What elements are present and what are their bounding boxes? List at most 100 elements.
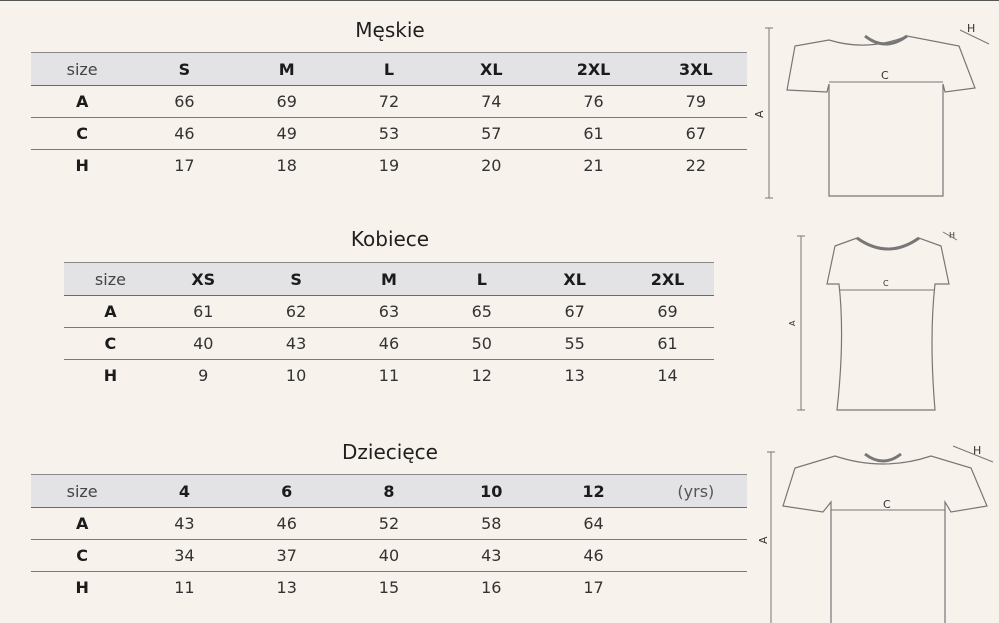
table-cell: 53 (337, 117, 441, 150)
table-cell: 76 (542, 85, 645, 118)
table-row: H 11 13 15 16 17 (31, 572, 747, 604)
table-cell: 12 (471, 366, 492, 385)
table-cell: 50 (435, 327, 529, 360)
row-label: H (75, 578, 89, 597)
mens-label-a: A (755, 110, 766, 118)
row-label: A (64, 295, 157, 328)
kids-header-size: size (31, 474, 134, 508)
table-cell: 20 (481, 156, 502, 175)
mens-size-table: size S M L XL 2XL 3XL A 66 69 72 74 76 7… (31, 52, 747, 181)
mens-shirt-collar (864, 34, 908, 46)
table-cell: 67 (644, 117, 747, 150)
womens-label-a: A (788, 320, 797, 326)
table-cell: 9 (198, 366, 209, 385)
mens-shirt-outline (786, 35, 976, 197)
kids-header-cell: 4 (133, 474, 236, 508)
table-cell: 79 (644, 85, 747, 118)
table-cell: 11 (174, 578, 195, 597)
womens-label-c: C (883, 279, 889, 288)
top-border (0, 0, 999, 1)
table-cell: 52 (337, 507, 441, 540)
row-label: H (75, 156, 89, 175)
table-cell: 11 (378, 366, 400, 385)
table-row: C 34 37 40 43 46 (31, 539, 747, 572)
kids-header-cell: 8 (337, 474, 441, 508)
kids-label-c: C (883, 498, 891, 511)
table-row: H 9 10 11 12 13 14 (64, 360, 714, 392)
table-cell: 13 (564, 366, 585, 385)
womens-title: Kobiece (350, 227, 430, 251)
kids-header-cell: 6 (235, 474, 338, 508)
row-label: A (31, 85, 134, 118)
table-cell: 61 (621, 327, 714, 360)
womens-header-cell: XL (528, 262, 622, 296)
table-cell: 74 (440, 85, 543, 118)
womens-header-cell: S (249, 262, 343, 296)
table-cell (645, 572, 747, 604)
table-cell: 61 (156, 295, 250, 328)
table-cell: 17 (583, 578, 604, 597)
table-cell: 43 (133, 507, 236, 540)
mens-header-cell: L (337, 52, 441, 86)
womens-shirt-collar (856, 236, 920, 251)
kids-label-a: A (757, 536, 770, 544)
table-cell: 58 (440, 507, 543, 540)
mens-shirt-diagram: A C H (755, 22, 990, 199)
table-cell: 43 (440, 539, 543, 572)
table-cell: 69 (621, 295, 714, 328)
kids-header-unit: (yrs) (644, 474, 747, 508)
kids-size-table: size 4 6 8 10 12 (yrs) A 43 46 52 58 64 … (31, 474, 747, 603)
womens-header-row: size XS S M L XL 2XL (64, 262, 714, 296)
table-row: A 43 46 52 58 64 (31, 507, 747, 540)
row-label: A (31, 507, 134, 540)
table-cell: 55 (528, 327, 622, 360)
womens-header-size: size (64, 262, 157, 296)
mens-header-size: size (31, 52, 134, 86)
table-cell: 46 (342, 327, 436, 360)
womens-sleeve-line (942, 231, 958, 241)
table-cell: 19 (378, 156, 400, 175)
table-row: H 17 18 19 20 21 22 (31, 150, 747, 182)
table-row: C 46 49 53 57 61 67 (31, 117, 747, 150)
table-row: A 61 62 63 65 67 69 (64, 295, 714, 328)
row-label: C (31, 539, 134, 572)
table-cell: 64 (542, 507, 645, 540)
row-label: C (64, 327, 157, 360)
table-cell: 69 (235, 85, 338, 118)
mens-header-cell: XL (440, 52, 543, 86)
womens-shirt-diagram: A C H (788, 231, 958, 411)
womens-header-cell: 2XL (621, 262, 714, 296)
table-row: C 40 43 46 50 55 61 (64, 327, 714, 360)
table-cell: 46 (542, 539, 645, 572)
table-cell: 65 (435, 295, 529, 328)
table-cell: 40 (337, 539, 441, 572)
table-cell (644, 507, 747, 540)
kids-header-cell: 10 (440, 474, 543, 508)
mens-label-h: H (967, 22, 975, 35)
mens-header-cell: 2XL (542, 52, 645, 86)
table-cell: 67 (528, 295, 622, 328)
table-cell: 43 (249, 327, 343, 360)
table-cell: 49 (235, 117, 338, 150)
table-cell: 46 (235, 507, 338, 540)
kids-shirt-collar (864, 452, 902, 463)
table-cell: 22 (685, 156, 707, 175)
womens-size-table: size XS S M L XL 2XL A 61 62 63 65 67 69… (64, 262, 714, 391)
table-cell (644, 539, 747, 572)
kids-header-row: size 4 6 8 10 12 (yrs) (31, 474, 747, 508)
kids-label-h: H (973, 444, 981, 457)
kids-title: Dziecięce (342, 440, 438, 464)
mens-header-cell: M (235, 52, 338, 86)
table-cell: 15 (378, 578, 400, 597)
kids-sleeve-line (952, 445, 994, 463)
row-label: H (103, 366, 118, 385)
mens-header-row: size S M L XL 2XL 3XL (31, 52, 747, 86)
mens-header-cell: S (133, 52, 236, 86)
kids-shirt-outline (782, 455, 988, 623)
table-cell: 72 (337, 85, 441, 118)
table-cell: 46 (133, 117, 236, 150)
table-cell: 63 (342, 295, 436, 328)
mens-header-cell: 3XL (644, 52, 747, 86)
table-cell: 16 (481, 578, 502, 597)
table-row: A 66 69 72 74 76 79 (31, 85, 747, 118)
